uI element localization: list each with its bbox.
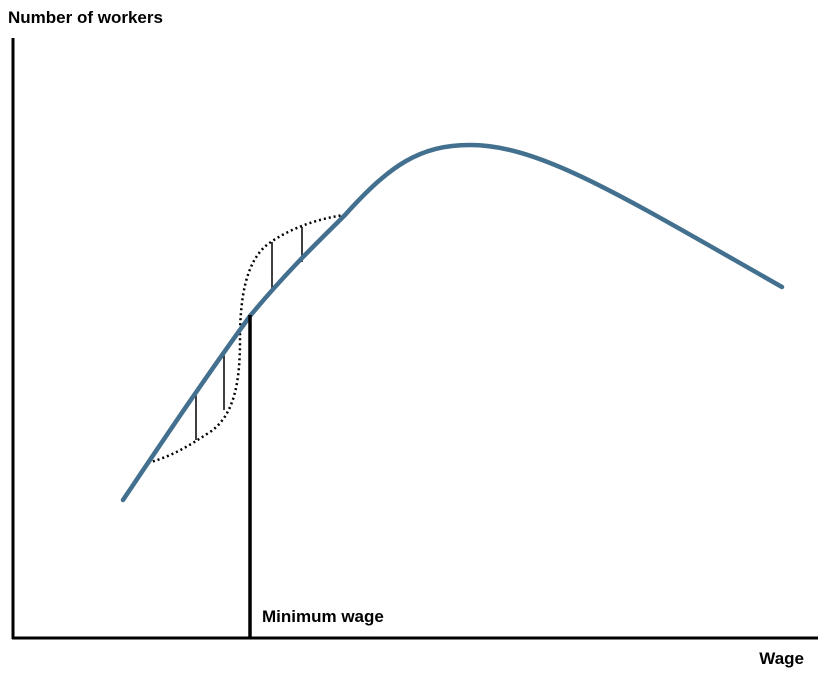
hatch-lines [195,227,303,440]
dotted-curve [147,213,346,465]
y-axis-label: Number of workers [8,8,163,27]
x-axis-label: Wage [759,649,804,668]
curve [120,142,785,503]
annotation: Minimum wage [262,607,384,626]
